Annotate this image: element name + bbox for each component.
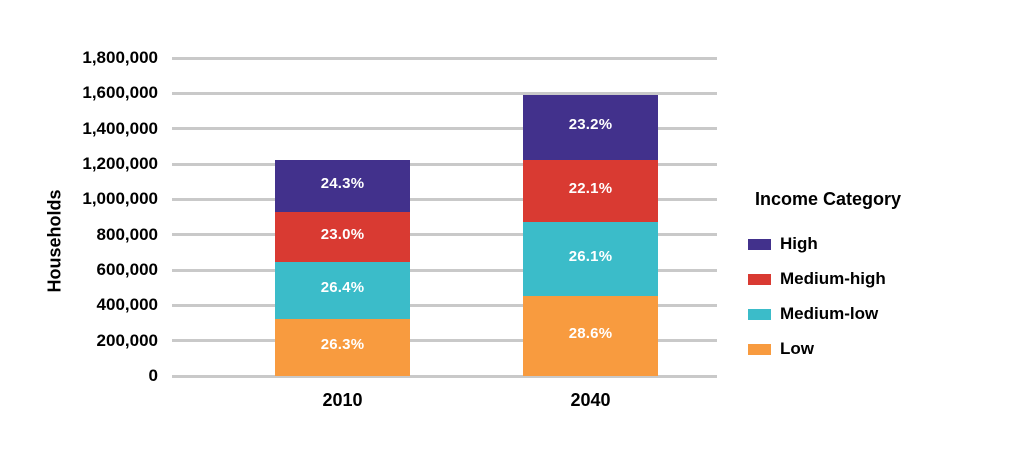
bar-segment-medium-high-2040: 22.1% bbox=[523, 160, 658, 222]
y-tick-label: 1,400,000 bbox=[82, 119, 158, 138]
y-tick-label: 1,800,000 bbox=[82, 48, 158, 67]
y-tick-label: 200,000 bbox=[96, 331, 158, 350]
gridline bbox=[172, 198, 717, 201]
bar-segment-label: 26.4% bbox=[320, 279, 365, 296]
bar-segment-label: 26.1% bbox=[568, 247, 613, 265]
legend-swatch-low bbox=[748, 343, 771, 355]
bar-segment-label: 23.0% bbox=[320, 225, 365, 243]
bar-segment-label: 22.1% bbox=[568, 179, 613, 197]
legend-item-medium-high: Medium-high bbox=[748, 267, 901, 291]
bar-segment-medium-high-2010: 23.0% bbox=[275, 212, 410, 262]
y-tick-label: 1,200,000 bbox=[82, 154, 158, 173]
x-axis-label-2010: 2010 bbox=[322, 390, 363, 410]
y-tick-label: 0 bbox=[148, 366, 158, 385]
bar-segment-label: 24.3% bbox=[320, 174, 365, 192]
legend-items: High Medium-high Medium-low Low bbox=[748, 232, 901, 361]
gridline bbox=[172, 57, 717, 60]
y-tick-label: 800,000 bbox=[96, 225, 158, 244]
legend-label: Low bbox=[780, 339, 814, 358]
bar-segment-low-2040: 28.6% bbox=[523, 296, 658, 376]
legend-swatch-medium-low bbox=[748, 308, 771, 320]
bar-segment-label: 26.3% bbox=[320, 336, 365, 353]
y-tick-label: 1,600,000 bbox=[82, 83, 158, 102]
gridline bbox=[172, 163, 717, 166]
bar-segment-high-2010: 24.3% bbox=[275, 160, 410, 212]
legend-swatch-high bbox=[748, 238, 771, 250]
bar-segment-low-2010: 26.3% bbox=[275, 319, 410, 376]
gridline bbox=[172, 233, 717, 236]
gridline bbox=[172, 92, 717, 95]
gridline bbox=[172, 269, 717, 272]
bar-segment-label: 28.6% bbox=[568, 324, 613, 342]
bar-segment-label: 23.2% bbox=[568, 116, 613, 133]
gridline bbox=[172, 304, 717, 307]
legend-item-medium-low: Medium-low bbox=[748, 302, 901, 326]
legend-title: Income Category bbox=[755, 189, 902, 209]
legend-item-high: High bbox=[748, 232, 901, 256]
bar-segment-high-2040: 23.2% bbox=[523, 95, 658, 160]
legend-label: Medium-high bbox=[780, 269, 886, 288]
bar-segment-medium-low-2040: 26.1% bbox=[523, 222, 658, 296]
legend: Income Category High Medium-high Medium-lo… bbox=[748, 189, 901, 372]
legend-item-low: Low bbox=[748, 337, 901, 361]
legend-label: Medium-low bbox=[780, 304, 879, 323]
gridline bbox=[172, 339, 717, 342]
x-axis-label-2040: 2040 bbox=[570, 390, 611, 410]
legend-swatch-medium-high bbox=[748, 273, 771, 285]
bar-segment-medium-low-2010: 26.4% bbox=[275, 262, 410, 319]
gridline bbox=[172, 127, 717, 130]
y-tick-label: 400,000 bbox=[96, 295, 158, 314]
legend-label: High bbox=[780, 234, 818, 253]
gridline bbox=[172, 375, 717, 378]
y-tick-label: 1,000,000 bbox=[82, 189, 158, 208]
y-tick-label: 600,000 bbox=[96, 260, 158, 279]
